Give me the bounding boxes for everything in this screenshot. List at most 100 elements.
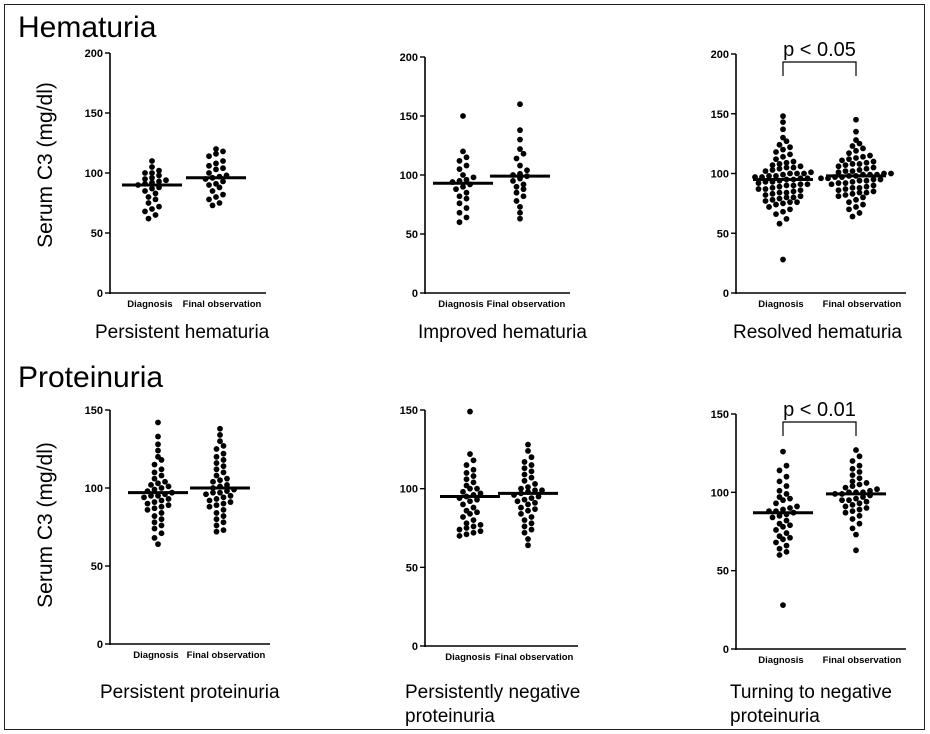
x-category-label: Final observation: [823, 655, 902, 666]
data-point: [220, 457, 227, 463]
data-point: [203, 491, 209, 498]
data-point: [863, 189, 870, 196]
data-point: [155, 480, 161, 487]
data-point: [220, 506, 227, 513]
data-point: [532, 506, 538, 513]
data-point: [144, 500, 151, 507]
data-point: [213, 160, 219, 167]
data-point: [467, 451, 473, 457]
data-point: [794, 503, 800, 510]
data-point: [849, 465, 856, 472]
data-point: [224, 488, 230, 495]
data-point: [206, 497, 213, 504]
data-point: [856, 475, 863, 482]
data-point: [463, 531, 470, 538]
y-axis-label-bottom: Serum C3 (mg/dl): [34, 442, 57, 608]
data-point: [842, 162, 849, 169]
data-point: [152, 212, 159, 218]
data-point: [856, 167, 863, 173]
data-point: [460, 501, 466, 508]
data-point: [797, 181, 804, 188]
data-point: [453, 186, 459, 193]
data-point: [224, 475, 230, 482]
data-point: [158, 466, 165, 473]
data-point: [787, 170, 793, 177]
data-point: [797, 187, 804, 194]
data-point: [783, 462, 790, 469]
data-point: [528, 514, 535, 520]
data-point: [460, 488, 466, 495]
data-point: [220, 158, 226, 164]
data-point: [217, 432, 223, 438]
data-point: [780, 448, 786, 455]
data-point: [155, 541, 161, 548]
data-point: [206, 503, 213, 510]
data-point: [780, 113, 786, 120]
data-point: [856, 506, 863, 513]
data-point: [463, 470, 470, 476]
data-point: [853, 137, 859, 143]
data-point: [835, 187, 842, 194]
data-point: [856, 177, 863, 184]
data-point: [842, 503, 849, 510]
data-point: [842, 168, 849, 175]
data-point: [206, 196, 212, 203]
data-point: [158, 472, 165, 479]
data-point: [521, 477, 528, 484]
data-point: [780, 153, 786, 160]
data-point: [780, 119, 786, 126]
panel-title-persistently-negative-proteinuria: Persistently negative proteinuria: [405, 682, 581, 727]
data-point: [463, 195, 470, 202]
y-tick-label: 50: [406, 229, 418, 241]
data-point: [842, 484, 849, 491]
significance-bracket: [782, 421, 857, 436]
data-point: [849, 213, 856, 220]
data-point: [856, 512, 863, 519]
y-tick-label: 50: [717, 228, 729, 240]
data-point: [227, 499, 234, 505]
data-point: [456, 219, 463, 226]
data-point: [220, 500, 227, 507]
data-point: [860, 494, 866, 500]
data-point: [787, 522, 793, 529]
data-point: [517, 209, 523, 216]
data-point: [773, 527, 779, 533]
x-category-label: Final observation: [823, 299, 902, 310]
data-point: [828, 181, 835, 188]
data-point: [520, 150, 527, 157]
data-point: [467, 498, 473, 505]
data-point: [158, 516, 165, 523]
data-point: [217, 425, 223, 432]
data-point: [853, 204, 859, 210]
data-point: [151, 486, 158, 493]
data-point: [216, 184, 223, 191]
data-point: [517, 162, 523, 169]
data-point: [783, 138, 790, 145]
data-point: [863, 165, 870, 172]
data-point: [463, 205, 470, 211]
data-point: [456, 193, 463, 200]
data-point: [525, 448, 531, 454]
data-point: [463, 462, 470, 468]
data-point: [213, 516, 220, 523]
data-point: [470, 174, 477, 181]
data-point: [220, 178, 226, 185]
data-point: [525, 441, 531, 448]
chart-panel-persistent-proteinuria: 0 50 100 150 Diagnosis Final observation: [85, 405, 270, 661]
data-point: [463, 176, 470, 183]
data-point: [460, 148, 466, 155]
data-point: [776, 478, 783, 485]
data-point: [142, 170, 148, 176]
data-point: [776, 195, 783, 202]
data-point: [797, 193, 804, 200]
data-point: [520, 181, 527, 188]
data-point: [213, 166, 219, 173]
data-point: [860, 153, 866, 160]
data-point: [849, 501, 856, 508]
data-point: [762, 192, 769, 198]
data-point: [762, 186, 769, 192]
data-point: [794, 170, 800, 177]
data-point: [766, 172, 772, 179]
data-point: [524, 167, 530, 174]
data-point: [517, 215, 523, 222]
